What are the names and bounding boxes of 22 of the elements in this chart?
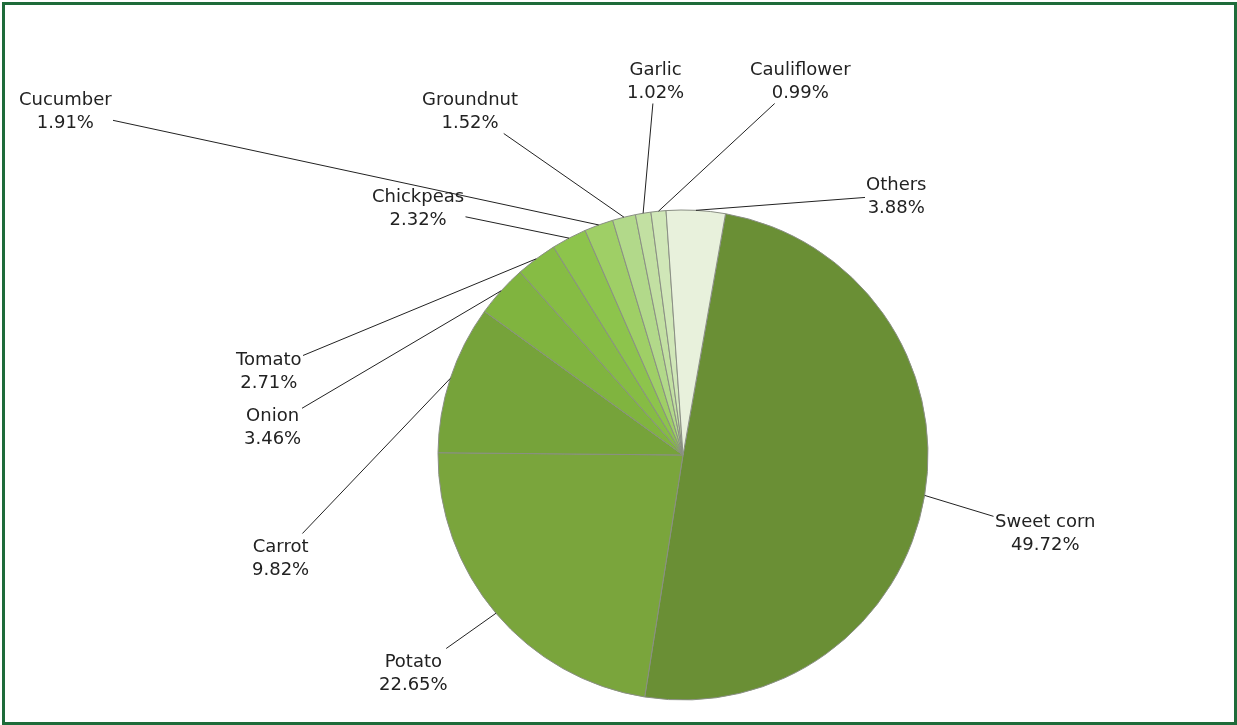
- data-label: 3.46%: [244, 427, 302, 449]
- slice-label: Cauliflower: [750, 58, 852, 79]
- slice-label: Cucumber: [19, 88, 113, 109]
- data-label: 9.82%: [252, 558, 310, 580]
- slice-label: Sweet corn: [995, 510, 1096, 531]
- data-label: 1.91%: [36, 111, 94, 133]
- data-label: 3.88%: [867, 196, 925, 218]
- data-label: 2.32%: [389, 208, 447, 230]
- data-label: 0.99%: [771, 81, 829, 103]
- data-label: 1.02%: [627, 81, 685, 103]
- slice-label: Others: [866, 173, 927, 194]
- data-label: 49.72%: [1010, 533, 1080, 555]
- slice-label: Garlic: [629, 58, 682, 79]
- slice-label: Carrot: [252, 535, 309, 556]
- data-label: 1.52%: [441, 111, 499, 133]
- slice-label: Potato: [384, 650, 443, 671]
- slice-label: Onion: [246, 404, 300, 425]
- slice-label: Chickpeas: [372, 185, 465, 206]
- slice-label: Tomato: [235, 348, 302, 369]
- slice-label: Groundnut: [422, 88, 519, 109]
- data-label: 2.71%: [240, 371, 298, 393]
- data-label: 22.65%: [379, 673, 448, 695]
